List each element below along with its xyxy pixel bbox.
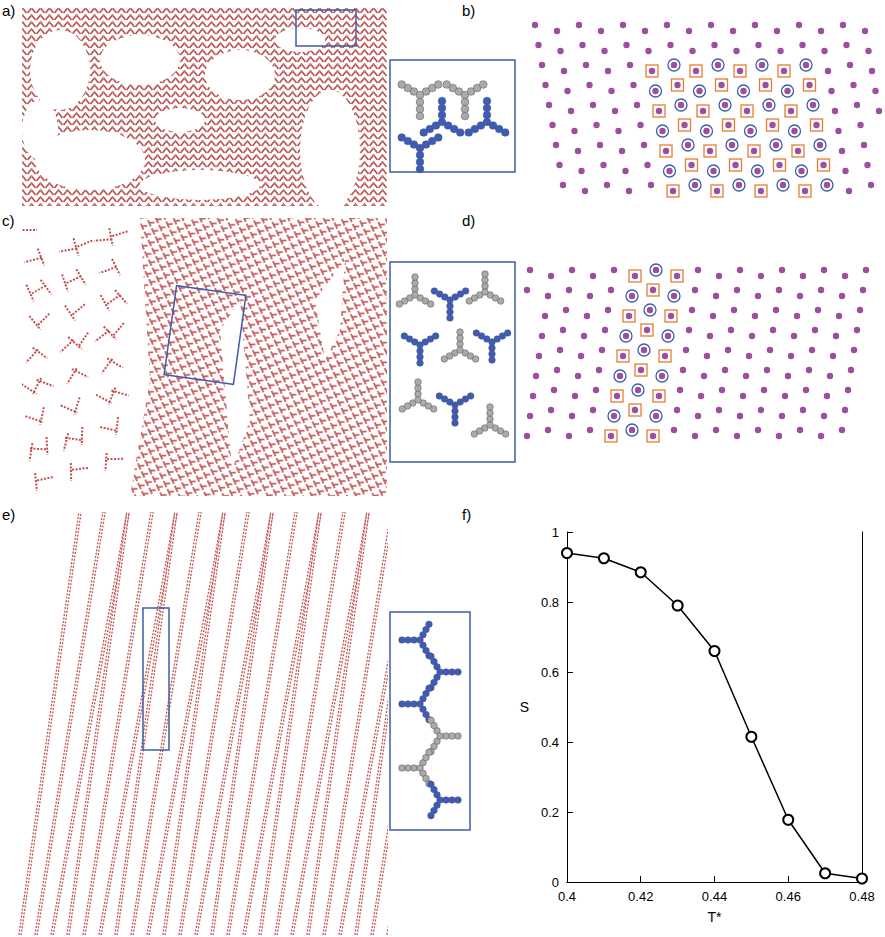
svg-text:0.8: 0.8 — [541, 595, 559, 610]
svg-text:0.44: 0.44 — [702, 889, 727, 904]
svg-text:T*: T* — [708, 909, 723, 925]
svg-text:S: S — [520, 699, 529, 715]
svg-text:0.4: 0.4 — [541, 735, 559, 750]
svg-text:0: 0 — [552, 875, 559, 890]
svg-text:0.42: 0.42 — [628, 889, 653, 904]
svg-text:0.48: 0.48 — [849, 889, 874, 904]
svg-text:0.4: 0.4 — [558, 889, 576, 904]
svg-text:a): a) — [2, 2, 15, 19]
svg-text:e): e) — [2, 506, 15, 523]
svg-text:0.46: 0.46 — [776, 889, 801, 904]
svg-text:c): c) — [2, 212, 15, 229]
svg-text:1: 1 — [552, 525, 559, 540]
svg-text:f): f) — [462, 506, 471, 523]
svg-text:b): b) — [462, 2, 475, 19]
svg-text:d): d) — [462, 212, 475, 229]
svg-text:0.2: 0.2 — [541, 805, 559, 820]
svg-text:0.6: 0.6 — [541, 665, 559, 680]
